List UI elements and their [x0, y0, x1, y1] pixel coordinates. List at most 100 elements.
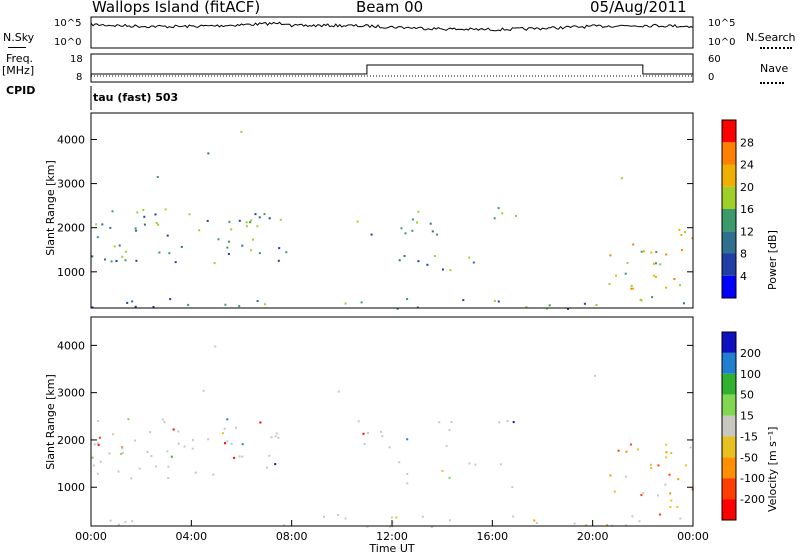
data-cell: [506, 420, 509, 422]
data-cell: [400, 227, 403, 230]
data-cell: [417, 210, 420, 213]
summary-panels: [90, 16, 694, 110]
data-cell: [277, 259, 280, 262]
station-title: Wallops Island (fitACF): [92, 0, 261, 16]
data-cell: [96, 472, 99, 475]
x-tick-label: 04:00: [175, 530, 207, 543]
data-cell: [624, 272, 627, 275]
data-cell: [91, 456, 94, 459]
data-cell: [117, 523, 120, 526]
data-cell: [391, 521, 394, 524]
data-cell: [421, 515, 424, 518]
data-cell: [212, 473, 215, 476]
data-cell: [606, 524, 608, 527]
data-cell: [99, 436, 101, 439]
colorbar-tick-label: 200: [740, 347, 761, 360]
data-cell: [406, 438, 409, 441]
colorbar-swatch: [722, 352, 736, 374]
data-cell: [631, 515, 634, 518]
data-cell: [109, 519, 112, 522]
data-cell: [164, 208, 167, 211]
noise-right-bottom: 10^0: [708, 37, 736, 48]
data-cell: [110, 260, 113, 263]
colorbar-swatch: [722, 394, 736, 416]
data-cell: [448, 429, 451, 432]
data-cell: [274, 463, 277, 466]
data-cell: [445, 444, 448, 447]
data-cell: [357, 420, 360, 423]
freq-left-bottom: 8: [76, 72, 83, 83]
data-cell: [258, 252, 261, 255]
data-cell: [235, 426, 238, 429]
data-cell: [388, 446, 391, 449]
data-cell: [344, 517, 347, 520]
data-cell: [323, 515, 325, 518]
velocity-ylabel: Slant Range [km]: [44, 374, 57, 470]
data-cell: [669, 492, 672, 495]
y-tick-label: 1000: [57, 266, 85, 279]
colorbar-swatch: [722, 209, 736, 232]
colorbar-swatch: [722, 142, 736, 165]
data-cell: [682, 302, 685, 305]
data-cell: [344, 302, 347, 305]
data-cell: [650, 467, 653, 469]
data-cell: [238, 455, 241, 458]
data-cell: [97, 420, 100, 422]
data-cell: [609, 254, 612, 257]
y-tick-label: 4000: [57, 339, 85, 352]
data-cell: [608, 283, 611, 286]
data-cell: [680, 234, 683, 236]
data-cell: [573, 522, 576, 525]
cpid-label: CPID: [6, 84, 36, 97]
data-cell: [362, 432, 365, 435]
data-cell: [126, 301, 129, 304]
data-cell: [124, 259, 127, 262]
data-cell: [109, 226, 112, 229]
data-cell: [433, 255, 436, 257]
data-cell: [96, 236, 99, 239]
colorbar-swatch: [722, 231, 736, 254]
colorbar-tick-label: 16: [740, 203, 754, 216]
freq-unit-label: [MHz]: [2, 64, 35, 77]
x-tick-label: 20:00: [577, 530, 609, 543]
data-cell: [156, 176, 159, 178]
data-cell: [642, 492, 645, 495]
velocity-panel-frame: [90, 316, 694, 527]
data-cell: [626, 261, 629, 264]
data-cell: [665, 443, 668, 446]
colorbar-swatch: [722, 373, 736, 395]
data-cell: [535, 522, 538, 524]
data-cell: [113, 245, 116, 248]
data-cell: [657, 464, 660, 467]
nave-right-top: 60: [708, 54, 721, 65]
data-cell: [594, 374, 596, 377]
nave-label: Nave: [760, 62, 789, 75]
data-cell: [670, 499, 673, 502]
data-cell: [97, 443, 100, 446]
data-cell: [240, 130, 243, 133]
data-cell: [174, 261, 177, 264]
data-cell: [278, 247, 281, 250]
data-cell: [670, 452, 673, 454]
data-cell: [497, 300, 500, 303]
data-cell: [266, 466, 268, 469]
colorbar-tick-label: 4: [740, 270, 747, 283]
data-cell: [657, 494, 659, 497]
data-cell: [155, 222, 158, 224]
velocity-colorbar: 200 100 50 15 -15 -50 -100 -200: [721, 331, 765, 521]
data-cell: [207, 438, 210, 441]
data-cell: [669, 506, 672, 509]
data-cell: [154, 213, 157, 216]
data-cell: [188, 213, 191, 216]
data-cell: [274, 435, 277, 438]
data-cell: [228, 220, 231, 223]
data-cell: [679, 284, 681, 287]
data-cell: [270, 436, 273, 439]
data-cell: [632, 287, 635, 290]
data-cell: [228, 240, 230, 243]
power-panel-frame: [90, 112, 694, 309]
data-cell: [121, 255, 124, 258]
colorbar-tick-label: -15: [740, 430, 758, 443]
data-cell: [134, 305, 137, 308]
colorbar-tick-label: -50: [740, 451, 758, 464]
